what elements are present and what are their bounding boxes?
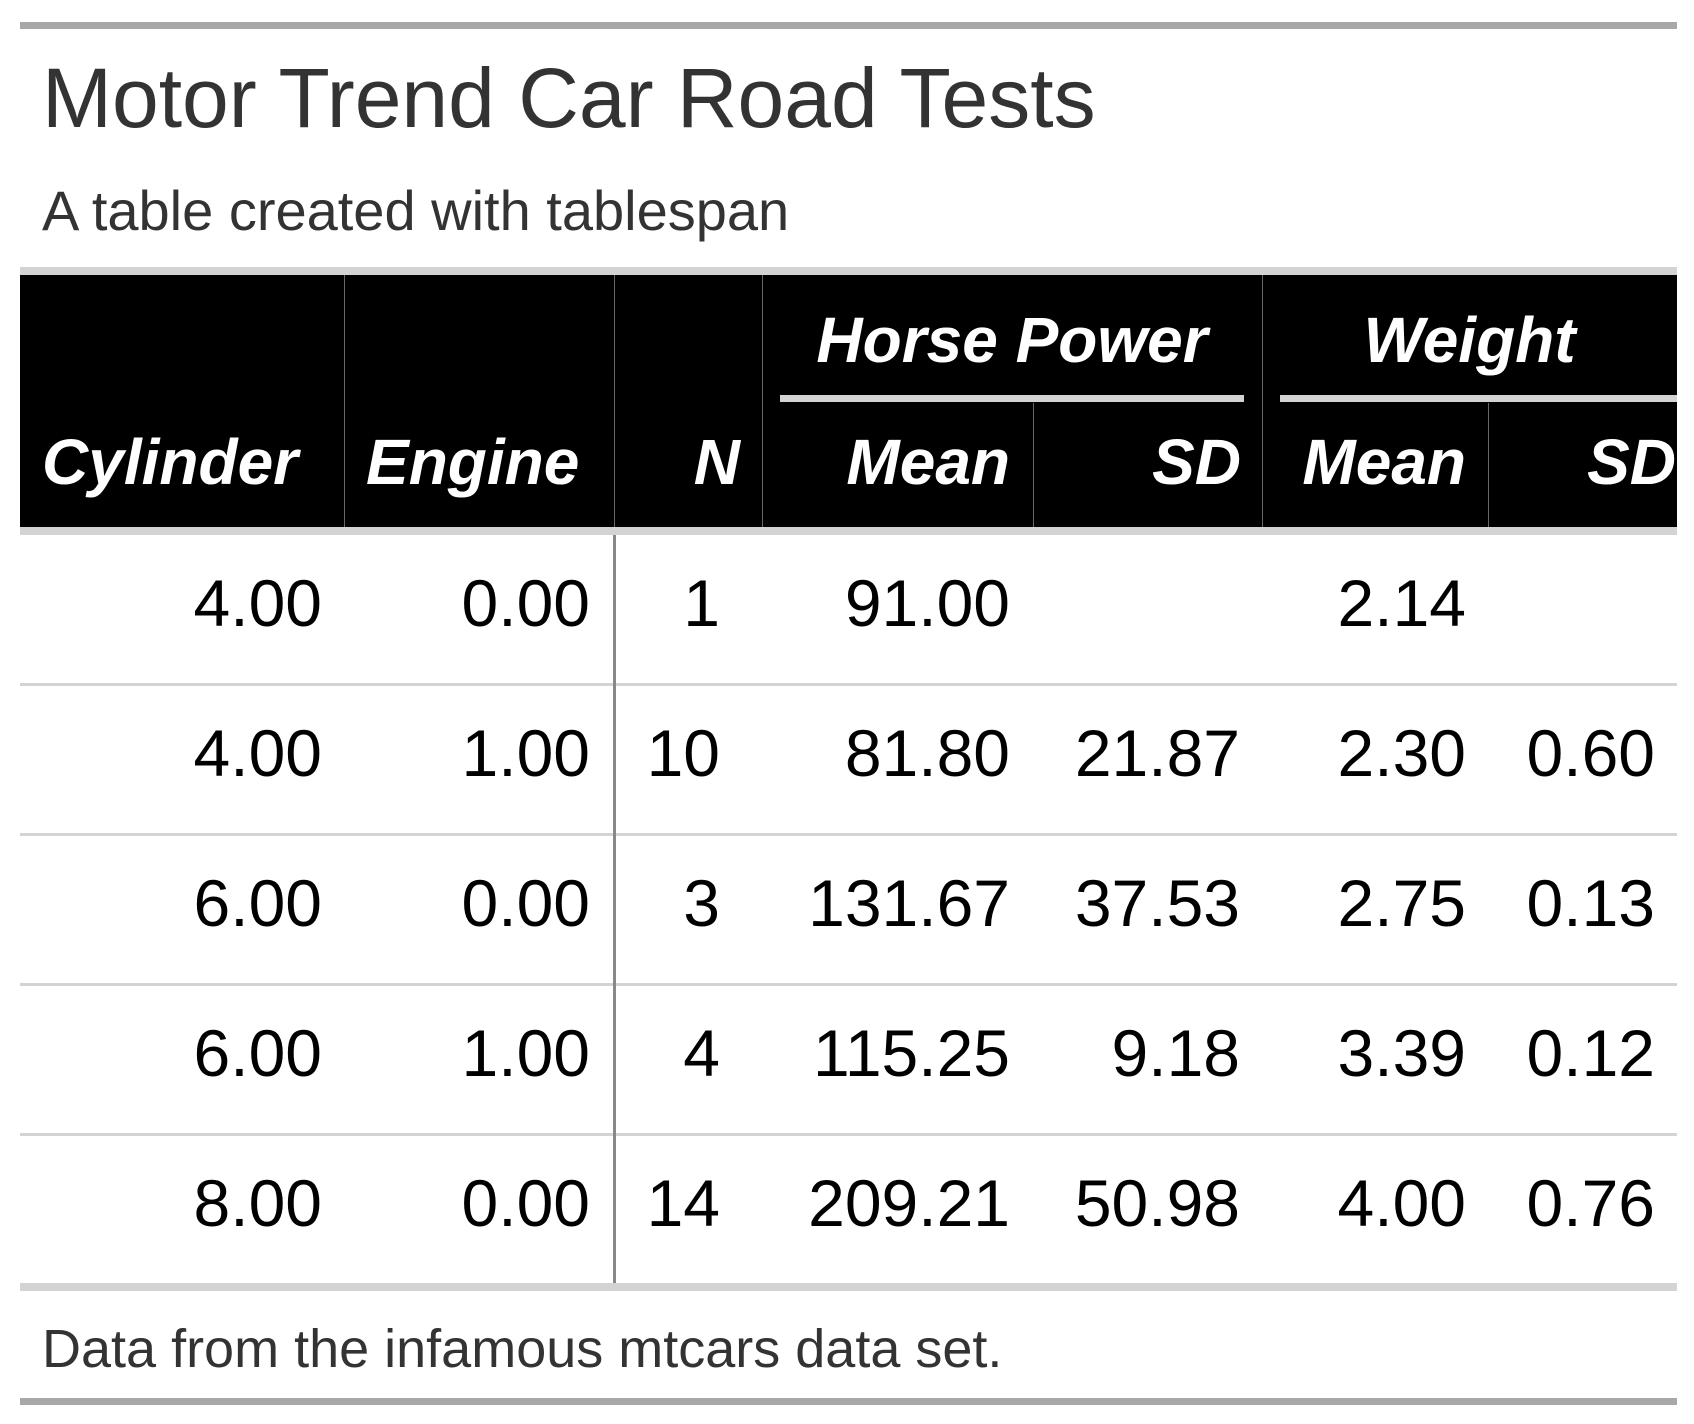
bottom-rule: [20, 1283, 1677, 1291]
table-cell: 0.00: [461, 1166, 590, 1240]
table-cell: 3.39: [1337, 1016, 1466, 1090]
table-cell: 2.75: [1337, 866, 1466, 940]
table-cell: 1.00: [461, 716, 590, 790]
top-rule: [20, 22, 1677, 29]
table-header: Horse Power Weight Cylinder Engine N Mea…: [20, 275, 1677, 527]
table-cell: 0.00: [461, 566, 590, 640]
row-separator: [20, 1133, 1677, 1136]
table-cell: 9.18: [1111, 1016, 1240, 1090]
table-cell: 37.53: [1074, 866, 1240, 940]
group-divider: [613, 535, 616, 1284]
table-cell: 209.21: [808, 1166, 1010, 1240]
column-header-hp-mean: Mean: [846, 426, 1010, 498]
table-cell: 91.00: [844, 566, 1010, 640]
table-cell: 6.00: [193, 866, 322, 940]
table-cell: 0.13: [1526, 866, 1655, 940]
row-separator: [20, 683, 1677, 686]
table-cell: 4: [683, 1016, 720, 1090]
column-header-hp-sd: SD: [1152, 426, 1241, 498]
table-cell: 115.25: [813, 1016, 1010, 1090]
table-cell: 14: [646, 1166, 720, 1240]
table-cell: 4.00: [193, 566, 322, 640]
table-cell: 6.00: [193, 1016, 322, 1090]
table-cell: 8.00: [193, 1166, 322, 1240]
spanner-horse-power: Horse Power: [816, 304, 1208, 376]
column-header-wt-mean: Mean: [1302, 426, 1466, 498]
table-cell: 21.87: [1074, 716, 1240, 790]
table-subtitle: A table created with tablespan: [42, 179, 790, 242]
column-header-engine: Engine: [366, 426, 580, 498]
table-footnote: Data from the infamous mtcars data set.: [42, 1319, 1003, 1379]
header-bottom-rule: [20, 527, 1677, 535]
table-cell: 0.12: [1526, 1016, 1655, 1090]
spanner-rule-weight: [1280, 395, 1677, 402]
table-cell: 2.14: [1337, 566, 1466, 640]
table-cell: 50.98: [1074, 1166, 1240, 1240]
row-separator: [20, 983, 1677, 986]
table-cell: 10: [646, 716, 720, 790]
table-cell: 131.67: [808, 866, 1010, 940]
table-cell: 0.60: [1526, 716, 1655, 790]
column-header-wt-sd: SD: [1587, 426, 1676, 498]
table-cell: 0.00: [461, 866, 590, 940]
row-separator: [20, 833, 1677, 836]
table-cell: 3: [683, 866, 720, 940]
table-cell: 0.76: [1526, 1166, 1655, 1240]
footer-rule: [20, 1398, 1677, 1405]
table-cell: 1: [683, 566, 720, 640]
spanner-rule-horse-power: [780, 395, 1244, 402]
table-cell: 4.00: [193, 716, 322, 790]
table-cell: 81.80: [844, 716, 1010, 790]
table-cell: 4.00: [1337, 1166, 1466, 1240]
spanner-weight: Weight: [1363, 304, 1576, 376]
table-cell: 2.30: [1337, 716, 1466, 790]
column-header-cylinder: Cylinder: [42, 426, 299, 498]
table-title: Motor Trend Car Road Tests: [42, 51, 1096, 145]
header-top-rule: [20, 267, 1677, 275]
table-cell: 1.00: [461, 1016, 590, 1090]
column-header-n: N: [693, 426, 740, 498]
